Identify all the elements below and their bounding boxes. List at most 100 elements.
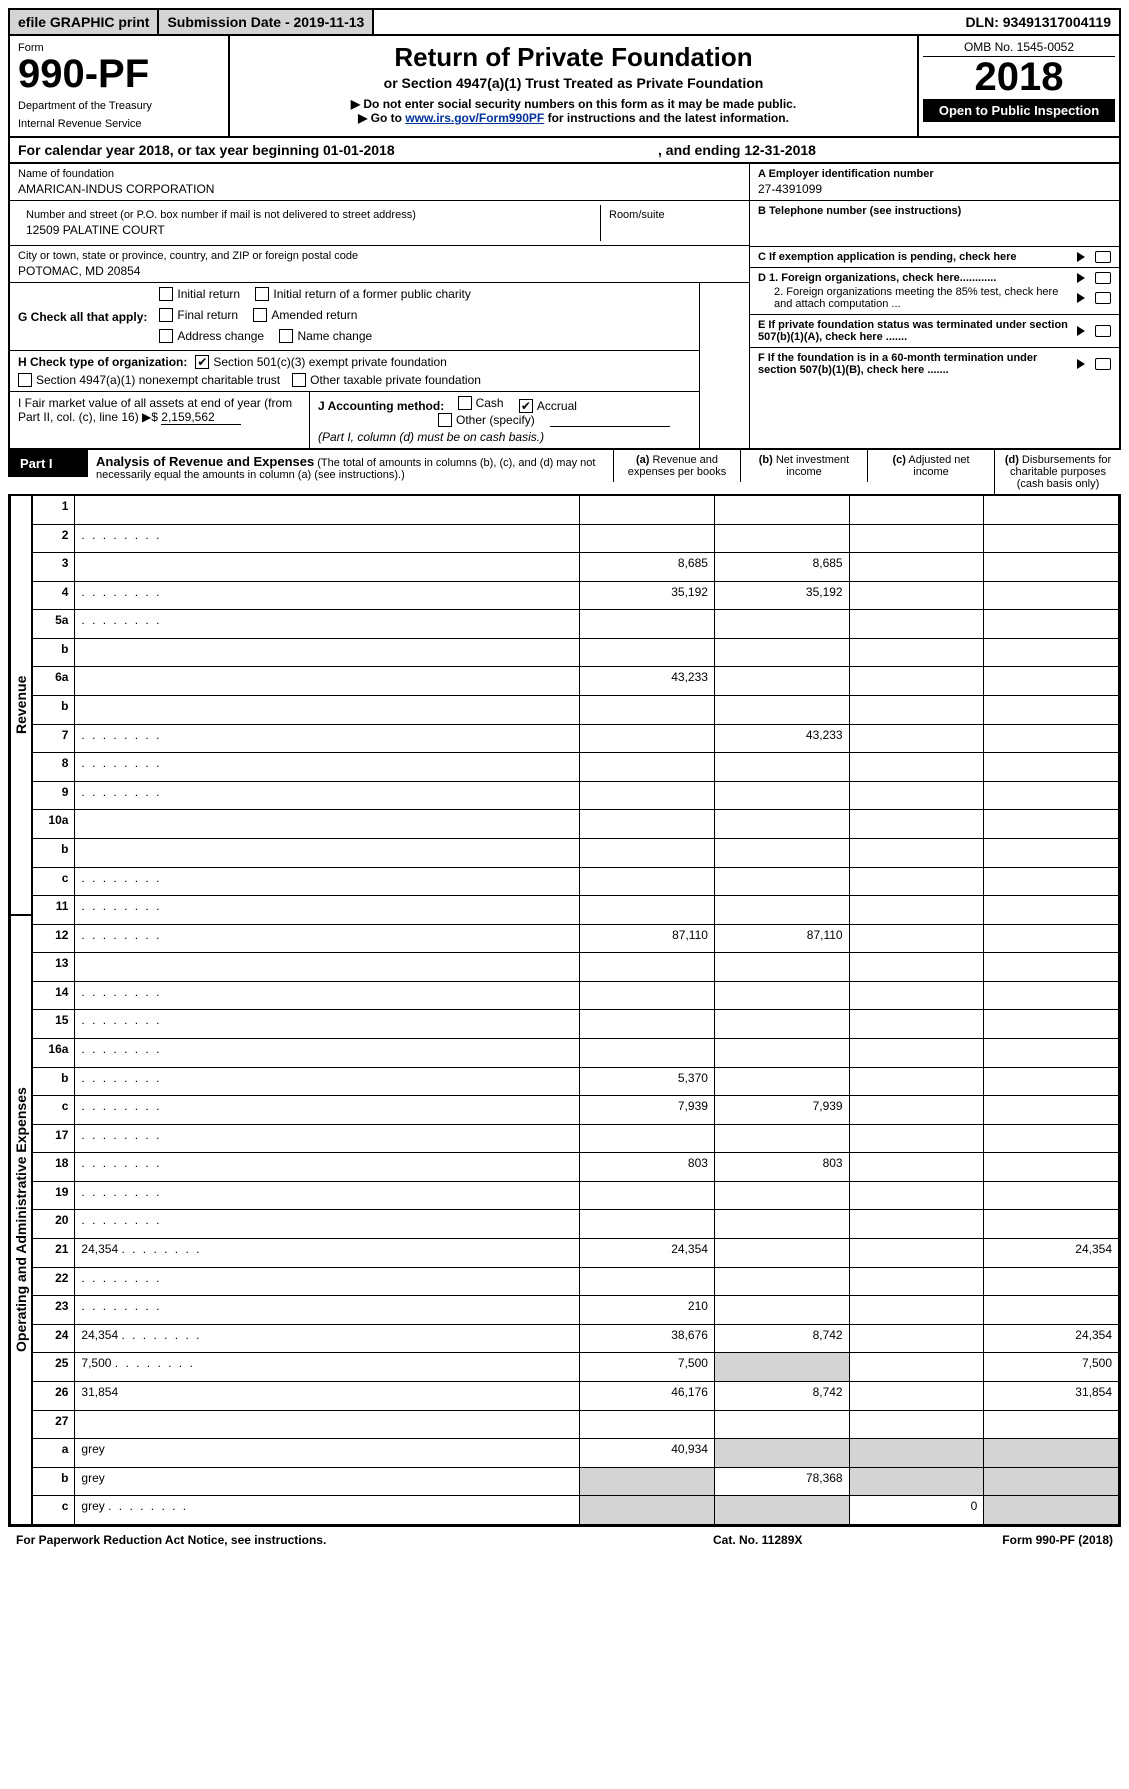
d1-checkbox[interactable] [1095,272,1111,284]
line-desc [75,1038,580,1067]
amt-b [714,524,849,553]
amt-a: 43,233 [580,667,715,696]
table-row: 8 [33,753,1119,782]
amt-c [849,524,984,553]
col-b-txt: Net investment income [776,454,849,478]
amt-a [580,838,715,867]
cb-cash-lbl: Cash [476,396,504,410]
amt-b: 87,110 [714,924,849,953]
amt-b: 8,685 [714,553,849,582]
amt-c [849,1353,984,1382]
line-number: 1 [33,496,75,525]
line-desc [75,810,580,839]
amt-b [714,1439,849,1468]
cb-initial-former[interactable]: Initial return of a former public charit… [255,287,470,301]
col-d-pre: (d) [1005,454,1019,466]
form-page: efile GRAPHIC print Submission Date - 20… [0,0,1129,1561]
line-number: 26 [33,1381,75,1410]
table-row: 1 [33,496,1119,525]
amt-c [849,810,984,839]
amt-b [714,667,849,696]
line-desc: grey [75,1467,580,1496]
cb-501c3[interactable]: Section 501(c)(3) exempt private foundat… [195,355,446,369]
line-number: 22 [33,1267,75,1296]
amt-c: 0 [849,1496,984,1525]
amt-d [984,953,1119,982]
amt-a: 35,192 [580,581,715,610]
amt-d: 24,354 [984,1239,1119,1268]
addr-value: 12509 PALATINE COURT [26,223,592,237]
cb-amended[interactable]: Amended return [253,308,357,322]
amt-a: 8,685 [580,553,715,582]
cb-initial[interactable]: Initial return [159,287,240,301]
table-row: 257,500 7,5007,500 [33,1353,1119,1382]
cb-address[interactable]: Address change [159,329,264,343]
amt-d [984,724,1119,753]
efile-label: efile GRAPHIC print [10,10,159,34]
line-desc: 7,500 [75,1353,580,1382]
cb-accrual[interactable]: Accrual [519,399,577,413]
amt-b [714,1181,849,1210]
amt-a [580,896,715,925]
amt-d [984,581,1119,610]
line-desc [75,581,580,610]
ein-label: A Employer identification number [758,168,934,180]
line-desc [75,867,580,896]
line-desc: 24,354 [75,1239,580,1268]
amt-a [580,1124,715,1153]
cb-cash[interactable]: Cash [458,396,504,410]
cb-namechange[interactable]: Name change [279,329,372,343]
f-checkbox[interactable] [1095,358,1111,370]
line-desc [75,953,580,982]
amt-a [580,524,715,553]
line-number: 18 [33,1153,75,1182]
address-row: Number and street (or P.O. box number if… [10,201,749,246]
amt-b: 803 [714,1153,849,1182]
cb-namechange-lbl: Name change [297,329,372,343]
line-number: b [33,638,75,667]
amt-a [580,1038,715,1067]
side-expenses: Operating and Administrative Expenses [10,915,32,1525]
amt-c [849,867,984,896]
amt-c [849,667,984,696]
amt-c [849,1439,984,1468]
d1-label: D 1. Foreign organizations, check here..… [758,272,1073,284]
i-label: I Fair market value of all assets at end… [18,396,292,424]
cb-other-acct[interactable]: Other (specify) [438,413,535,427]
line-desc [75,1210,580,1239]
table-row: 2631,85446,1768,74231,854 [33,1381,1119,1410]
f-label: F If the foundation is in a 60-month ter… [758,352,1073,376]
line-number: c [33,1096,75,1125]
amt-d [984,781,1119,810]
table-row: 22 [33,1267,1119,1296]
side-revenue: Revenue [10,495,32,915]
footer-notice: For Paperwork Reduction Act Notice, see … [16,1533,713,1547]
cb-4947[interactable]: Section 4947(a)(1) nonexempt charitable … [18,373,280,387]
table-row: 7 43,233 [33,724,1119,753]
amt-c [849,1324,984,1353]
line-number: 6a [33,667,75,696]
form-header: Form 990-PF Department of the Treasury I… [8,36,1121,138]
form-link[interactable]: www.irs.gov/Form990PF [405,111,544,125]
table-row: 5a [33,610,1119,639]
d-row: D 1. Foreign organizations, check here..… [750,268,1119,315]
foundation-name-row: Name of foundation AMARICAN-INDUS CORPOR… [10,164,749,201]
arrow-icon [1077,252,1085,262]
amt-c [849,1381,984,1410]
line-desc [75,724,580,753]
line-desc [75,1267,580,1296]
amt-d [984,553,1119,582]
c-checkbox[interactable] [1095,251,1111,263]
cb-other-tax[interactable]: Other taxable private foundation [292,373,481,387]
e-checkbox[interactable] [1095,325,1111,337]
col-c-txt: Adjusted net income [908,454,969,478]
amt-a [580,1210,715,1239]
cb-final[interactable]: Final return [159,308,238,322]
line-desc: 24,354 [75,1324,580,1353]
table-row: 18 803803 [33,1153,1119,1182]
amt-b: 78,368 [714,1467,849,1496]
d2-checkbox[interactable] [1095,292,1111,304]
i-j-row: I Fair market value of all assets at end… [10,392,699,448]
amt-c [849,924,984,953]
c-row: C If exemption application is pending, c… [750,247,1119,268]
